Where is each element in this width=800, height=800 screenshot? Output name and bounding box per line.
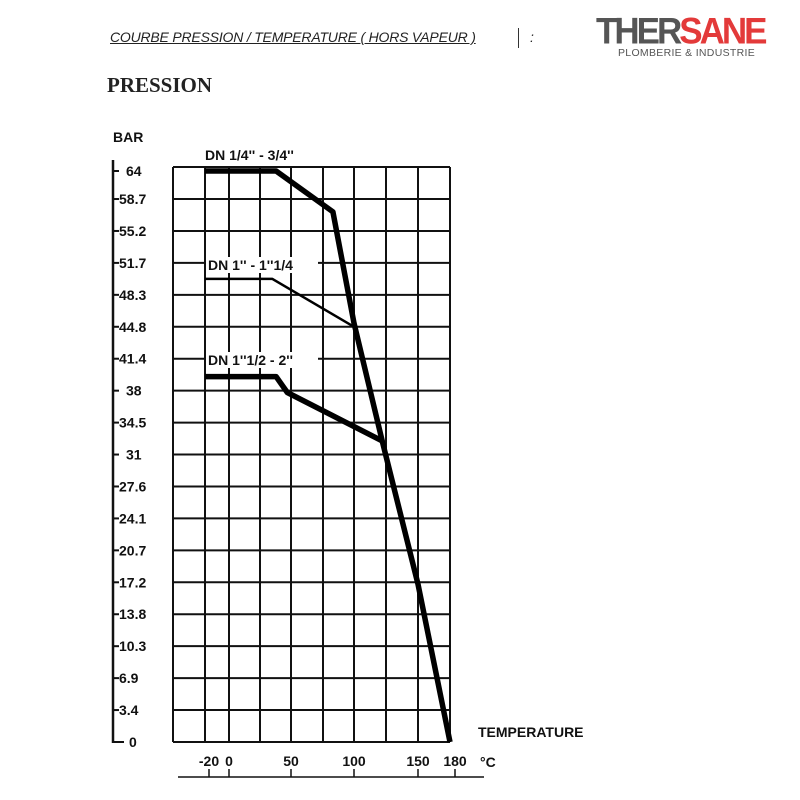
y-tick-label: 10.3: [119, 638, 146, 654]
x-tick-label: 50: [283, 753, 299, 769]
y-tick-label: 34.5: [119, 415, 146, 431]
y-tick-label: 13.8: [119, 606, 146, 622]
x-axis-label: TEMPERATURE: [478, 724, 584, 740]
series-line-3: [205, 373, 384, 444]
y-tick-label: 58.7: [119, 191, 146, 207]
text-cursor: [518, 28, 519, 48]
x-tick-label: 0: [225, 753, 233, 769]
document-heading: COURBE PRESSION / TEMPERATURE ( HORS VAP…: [110, 29, 476, 45]
y-axis-label: BAR: [113, 129, 143, 145]
y-tick-label: 44.8: [119, 319, 146, 335]
series-label: DN 1'' - 1''1/4: [208, 257, 293, 273]
y-tick-label: 3.4: [119, 702, 139, 718]
x-tick-label: 180: [443, 753, 467, 769]
logo-tagline: PLOMBERIE & INDUSTRIE: [618, 47, 755, 59]
logo-part1: THER: [596, 11, 682, 52]
x-axis-unit: °C: [480, 754, 496, 770]
y-tick-label: 38: [126, 383, 142, 399]
y-tick-label: 17.2: [119, 574, 146, 590]
y-tick-label: 6.9: [119, 670, 139, 686]
y-tick-label: 27.6: [119, 478, 146, 494]
heading-colon: :: [530, 29, 534, 45]
y-tick-label: 51.7: [119, 255, 146, 271]
series-label-bg: [206, 257, 318, 273]
thersane-logo: THERSANE PLOMBERIE & INDUSTRIE: [596, 11, 768, 60]
y-tick-label: 0: [129, 734, 137, 750]
series-label-bg: [203, 147, 343, 163]
y-tick-label: 64: [126, 163, 142, 179]
y-tick-label: 41.4: [119, 351, 146, 367]
logo-part2: SANE: [679, 11, 767, 52]
y-tick-label: 48.3: [119, 287, 146, 303]
series-label: DN 1''1/2 - 2'': [208, 352, 293, 368]
series-label: DN 1/4'' - 3/4'': [205, 147, 294, 163]
y-tick-label: 31: [126, 447, 142, 463]
series-label-bg: [206, 352, 318, 368]
section-title: PRESSION: [107, 73, 213, 97]
series-line-2: [205, 277, 355, 328]
x-tick-label: 100: [342, 753, 366, 769]
x-tick-label: 150: [406, 753, 430, 769]
x-tick-label: -20: [199, 753, 219, 769]
y-tick-label: 24.1: [119, 510, 146, 526]
y-tick-label: 55.2: [119, 223, 146, 239]
y-tick-label: 20.7: [119, 542, 146, 558]
